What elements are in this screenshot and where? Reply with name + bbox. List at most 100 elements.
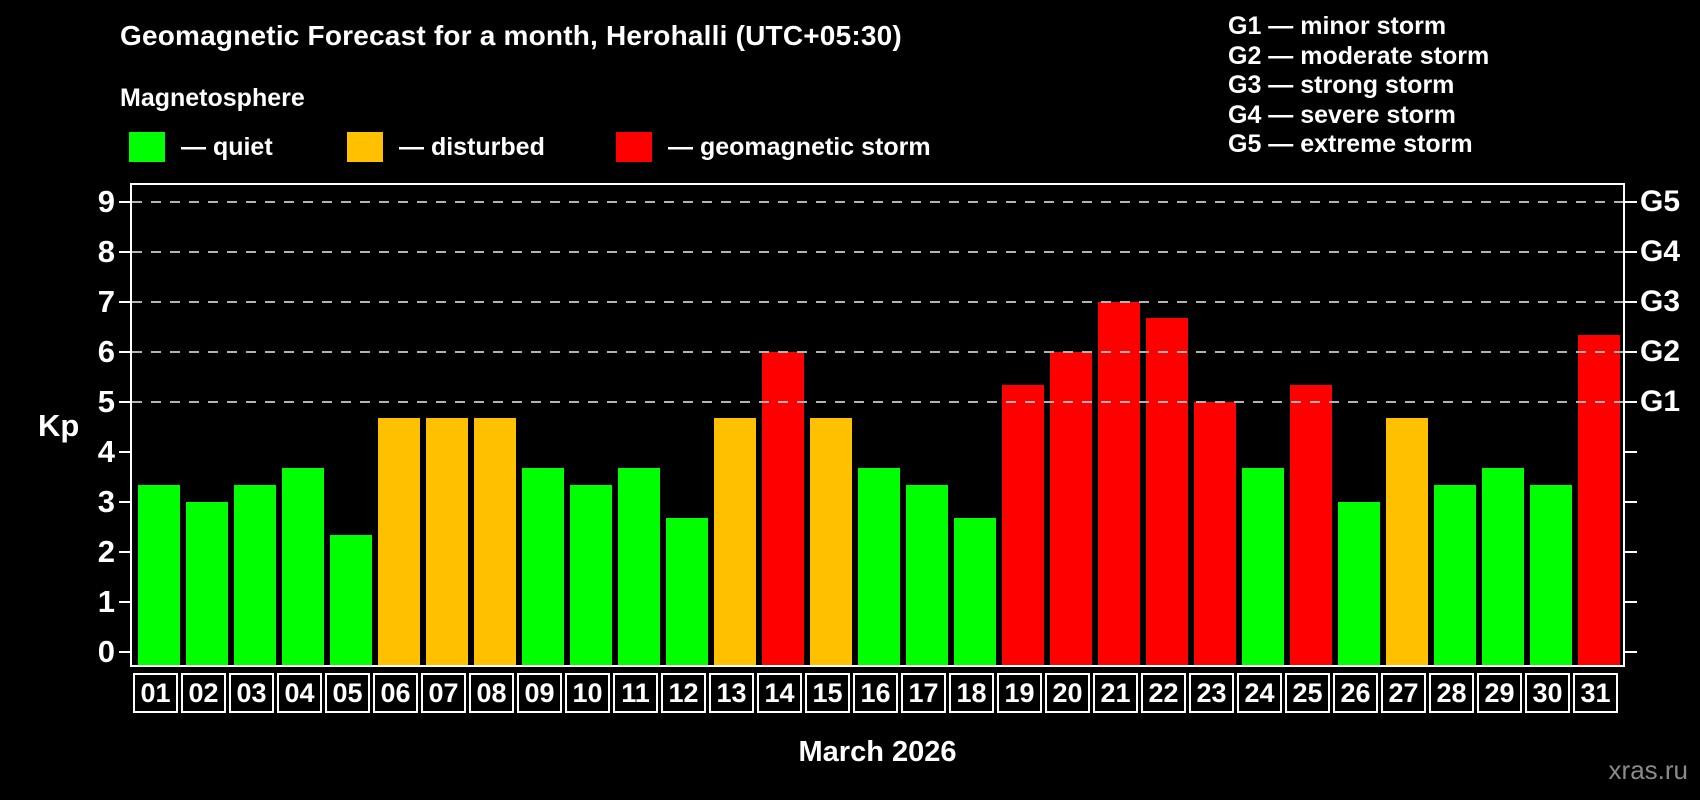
day-label-04: 04 [277,673,322,713]
right-axis-label-g4: G4 [1640,234,1681,268]
y-tick-label-6: 6 [97,333,115,369]
legend-label-disturbed: — disturbed [399,133,545,161]
quiet-color-swatch [129,132,165,162]
left-tick-kp9 [119,200,130,203]
left-tick-kp1 [119,600,130,603]
bar-day-10-quiet [570,485,612,665]
gridline-kp9 [132,200,1623,203]
legend-item-disturbed: — disturbed [347,132,667,162]
bar-day-14-storm [762,351,804,665]
day-label-29: 29 [1477,673,1522,713]
bar-day-19-storm [1002,385,1044,665]
right-tick-kp2 [1625,550,1637,553]
day-label-16: 16 [853,673,898,713]
legend-label-storm: — geomagnetic storm [668,133,931,161]
day-label-30: 30 [1525,673,1570,713]
day-label-23: 23 [1189,673,1234,713]
legend-item-quiet: — quiet [129,132,449,162]
bar-day-09-quiet [522,468,564,665]
day-label-09: 09 [517,673,562,713]
right-tick-kp6 [1625,350,1637,353]
bar-day-07-disturbed [426,418,468,665]
gridline-kp6 [132,350,1623,353]
right-axis-label-g5: G5 [1640,184,1681,218]
chart-title: Geomagnetic Forecast for a month, Heroha… [120,20,902,51]
day-label-14: 14 [757,673,802,713]
day-label-06: 06 [373,673,418,713]
day-label-25: 25 [1285,673,1330,713]
day-label-31: 31 [1573,673,1618,713]
left-tick-kp2 [119,550,130,553]
bar-day-22-storm [1146,318,1188,665]
disturbed-color-swatch [347,132,383,162]
magnetosphere-label: Magnetosphere [120,84,305,112]
day-label-03: 03 [229,673,274,713]
bar-day-18-quiet [954,518,996,665]
day-label-01: 01 [133,673,178,713]
storm-scale-g5: G5 — extreme storm [1228,130,1473,158]
y-tick-label-7: 7 [97,283,115,319]
bar-day-21-storm [1098,301,1140,665]
bar-day-04-quiet [282,468,324,665]
y-tick-label-5: 5 [97,383,115,419]
bar-day-02-quiet [186,501,228,665]
right-tick-kp9 [1625,200,1637,203]
bar-day-08-disturbed [474,418,516,665]
bar-day-06-disturbed [378,418,420,665]
bar-day-28-quiet [1434,485,1476,665]
storm-scale-g4: G4 — severe storm [1228,100,1456,129]
y-tick-label-1: 1 [97,583,115,619]
bar-day-25-storm [1290,385,1332,665]
bar-day-03-quiet [234,485,276,665]
left-tick-kp8 [119,250,130,253]
day-label-27: 27 [1381,673,1426,713]
y-tick-label-8: 8 [97,233,115,269]
day-label-15: 15 [805,673,850,713]
y-tick-label-9: 9 [97,183,115,219]
y-tick-label-3: 3 [97,483,115,519]
day-label-21: 21 [1093,673,1138,713]
day-label-08: 08 [469,673,514,713]
day-label-19: 19 [997,673,1042,713]
day-label-26: 26 [1333,673,1378,713]
day-label-28: 28 [1429,673,1474,713]
left-tick-kp4 [119,450,130,453]
day-label-20: 20 [1045,673,1090,713]
bar-day-16-quiet [858,468,900,665]
bar-day-17-quiet [906,485,948,665]
day-label-10: 10 [565,673,610,713]
left-tick-kp5 [119,400,130,403]
y-tick-label-0: 0 [97,633,115,669]
storm-scale-g1: G1 — minor storm [1228,12,1447,40]
bar-day-05-quiet [330,535,372,665]
bar-day-11-quiet [618,468,660,665]
day-label-02: 02 [181,673,226,713]
left-tick-kp6 [119,350,130,353]
right-tick-kp1 [1625,600,1637,603]
left-tick-kp3 [119,500,130,503]
watermark: xras.ru [1608,755,1688,785]
left-tick-kp7 [119,300,130,303]
y-tick-label-4: 4 [97,433,115,469]
bar-day-15-disturbed [810,418,852,665]
day-label-11: 11 [613,673,658,713]
bar-day-29-quiet [1482,468,1524,665]
gridline-kp5 [132,400,1623,403]
day-label-22: 22 [1141,673,1186,713]
day-label-17: 17 [901,673,946,713]
right-axis-label-g3: G3 [1640,284,1681,318]
day-label-13: 13 [709,673,754,713]
bar-day-01-quiet [138,485,180,665]
left-tick-kp0 [119,650,130,653]
bar-day-26-quiet [1338,501,1380,665]
bar-day-12-quiet [666,518,708,665]
bar-day-23-storm [1194,401,1236,665]
plot-area [130,183,1625,667]
bar-day-31-storm [1578,335,1620,665]
bar-day-20-storm [1050,351,1092,665]
gridline-kp8 [132,250,1623,253]
right-tick-kp8 [1625,250,1637,253]
y-axis-title: Kp [38,408,80,443]
right-tick-kp0 [1625,650,1637,653]
legend-label-quiet: — quiet [181,133,273,161]
